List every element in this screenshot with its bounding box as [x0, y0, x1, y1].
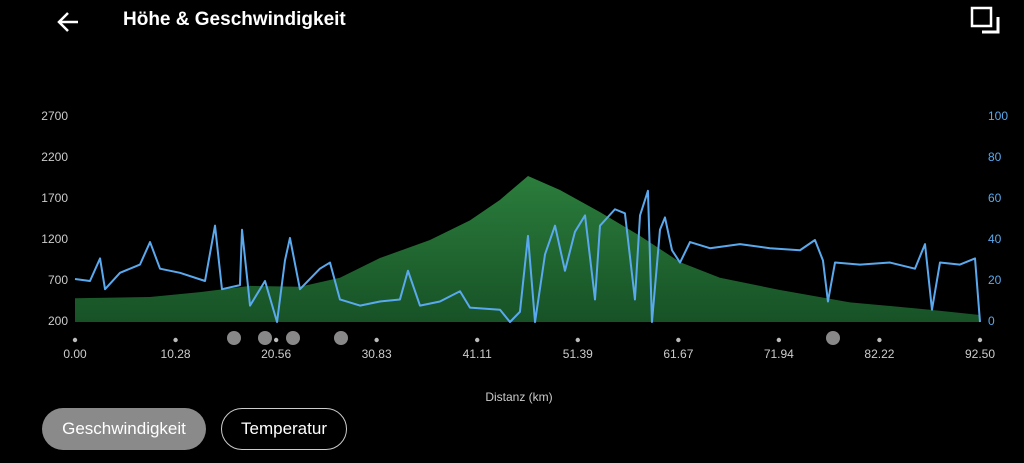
speed-line	[74, 189, 981, 323]
x-tick-dot	[273, 337, 279, 343]
y2-tick-label: 100	[988, 109, 1008, 123]
chart: Distanz (km) 200 700 1200 1700 2200 2700 0 20 40…	[41, 109, 1008, 404]
fullscreen-button[interactable]	[968, 5, 1004, 37]
x-tick-label: 10.28	[161, 347, 191, 361]
temperature-tab[interactable]: Temperatur	[221, 408, 347, 450]
x-tick-dot	[575, 337, 580, 343]
y2-tick-label: 0	[988, 314, 995, 328]
y-tick-label: 2200	[41, 150, 68, 164]
back-button[interactable]	[56, 10, 82, 34]
y-tick-label: 1200	[41, 232, 68, 246]
x-tick-label: 0.00	[63, 347, 87, 361]
waypoint-icons	[227, 331, 840, 345]
x-tick-dot	[72, 337, 78, 343]
y-tick-label: 1700	[41, 191, 68, 205]
y2-tick-label: 60	[988, 191, 1002, 205]
x-tick-label: 82.22	[864, 347, 894, 361]
x-tick-label: 61.67	[663, 347, 693, 361]
x-tick-dot	[475, 337, 480, 343]
x-tick-dot	[877, 337, 882, 343]
page-title: Höhe & Geschwindigkeit	[123, 9, 346, 30]
y-tick-label: 200	[48, 314, 68, 328]
x-tick-dot	[676, 337, 681, 343]
x-tick-dot	[977, 337, 983, 343]
x-tick-label: 71.94	[764, 347, 794, 361]
x-axis-title: Distanz (km)	[485, 390, 552, 404]
speed-tab[interactable]: Geschwindigkeit	[42, 408, 206, 450]
x-tick-label: 20.56	[261, 347, 291, 361]
y-tick-label: 2700	[41, 109, 68, 123]
x-tick-label: 30.83	[362, 347, 392, 361]
x-tick-dot	[776, 337, 782, 343]
x-tick-label: 92.50	[965, 347, 995, 361]
y-tick-label: 700	[48, 273, 68, 287]
x-tick-label: 41.11	[463, 347, 492, 361]
y2-tick-label: 40	[988, 232, 1002, 246]
y2-tick-label: 80	[988, 150, 1002, 164]
x-tick-dot	[374, 337, 379, 343]
x-tick-dot	[173, 337, 178, 343]
x-tick-label: 51.39	[563, 347, 593, 361]
y2-tick-label: 20	[988, 273, 1002, 287]
